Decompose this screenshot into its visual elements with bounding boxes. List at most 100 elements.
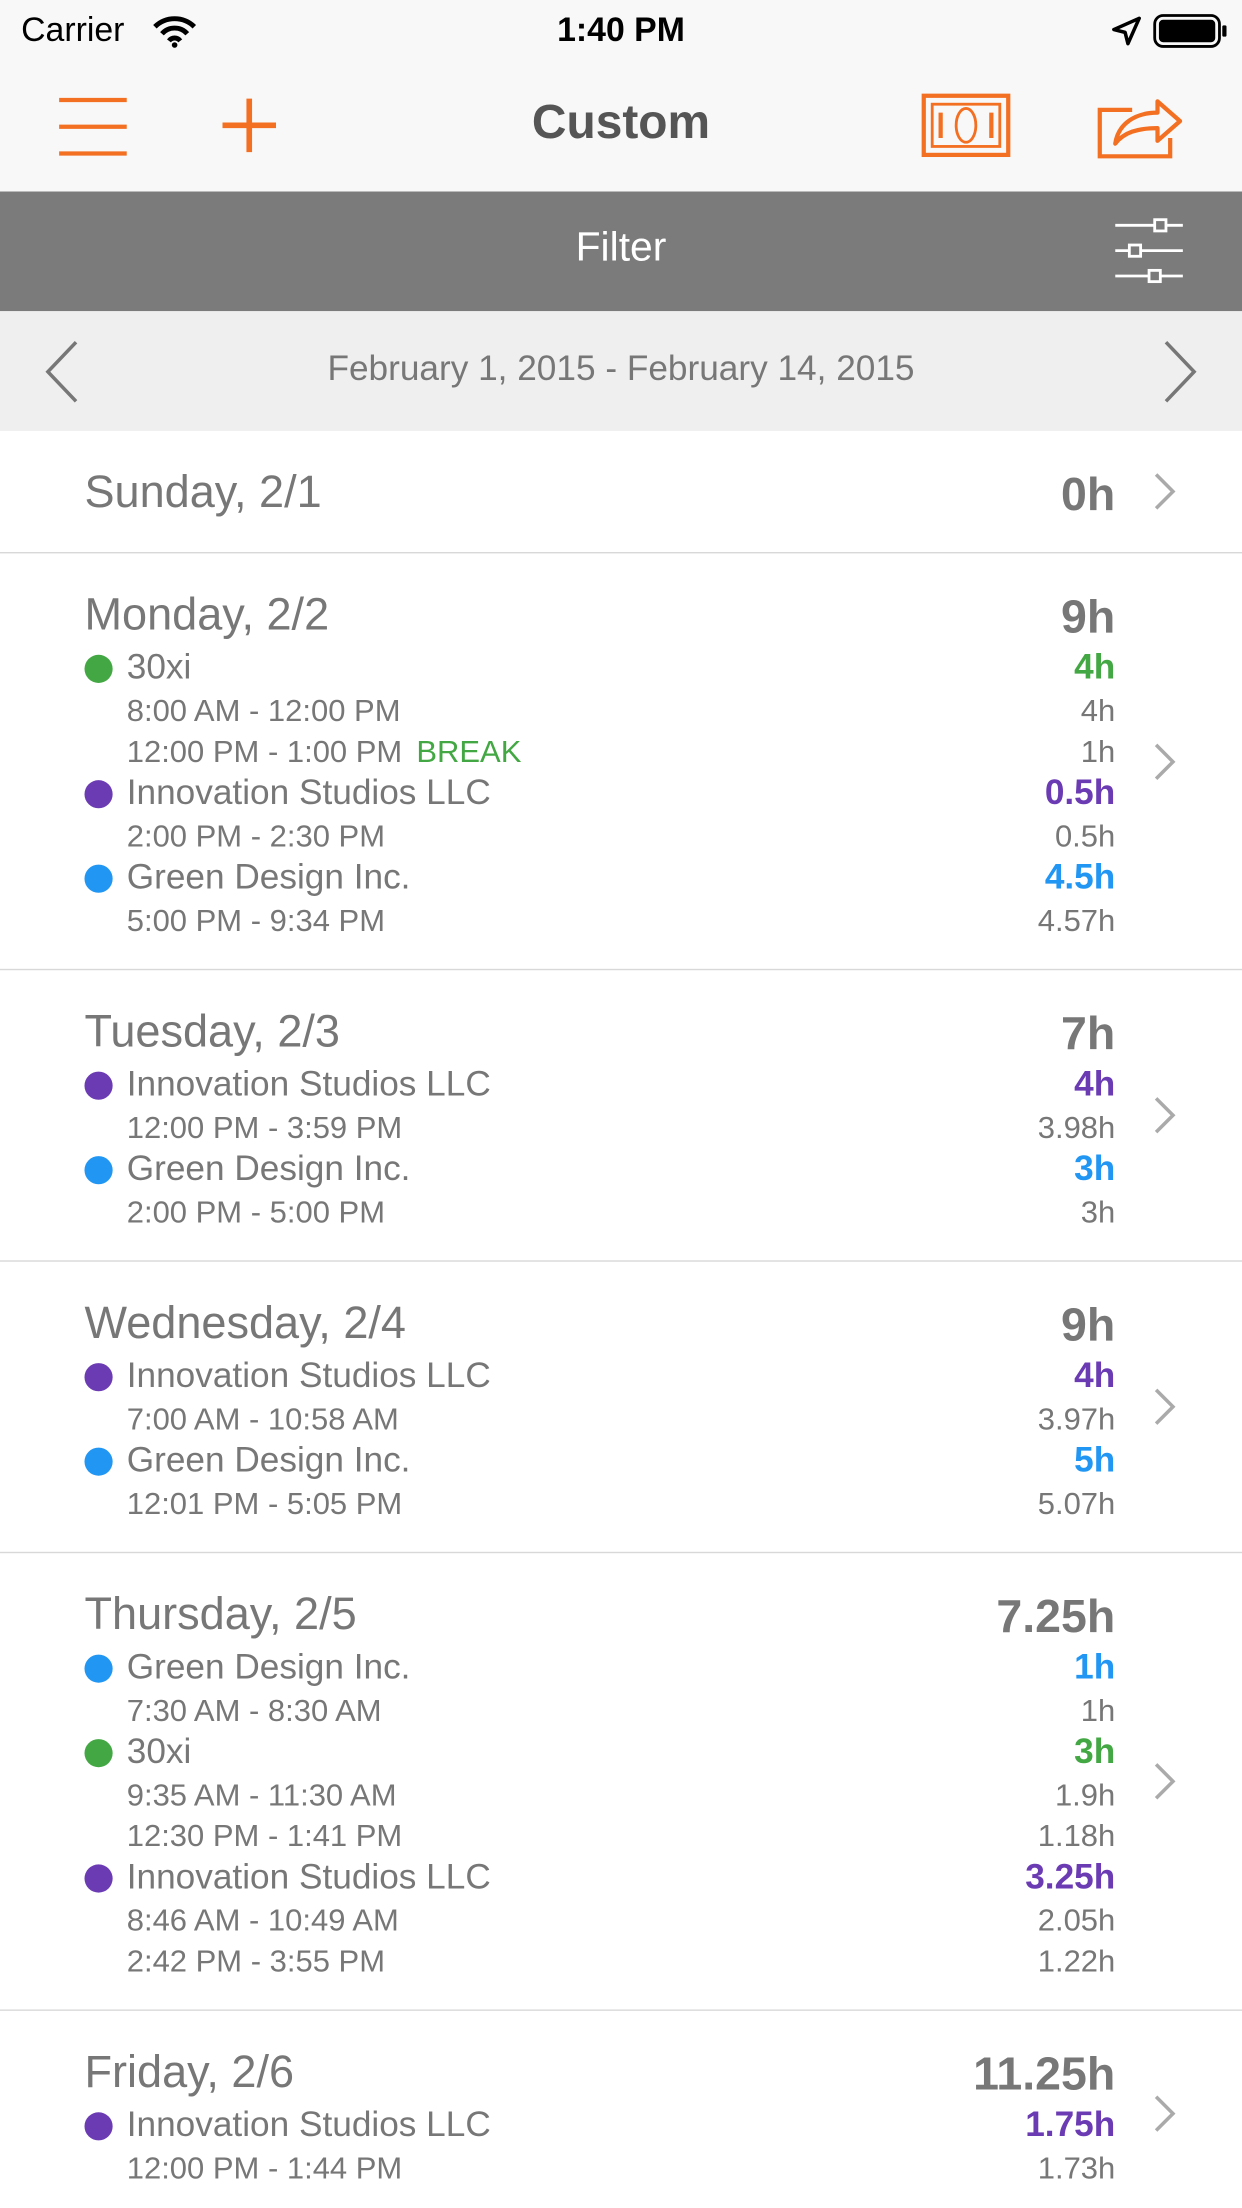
client-name: Green Design Inc. [126,1440,411,1480]
day-header: Friday, 2/6 11.25h [0,2039,1242,2104]
filter-icon[interactable] [1112,217,1185,287]
time-row: 12:00 PM - 1:00 PM BREAK 1h [0,731,1242,772]
time-range: 12:00 PM - 3:59 PM [126,1109,403,1145]
time-range-cell: 7:00 AM - 10:58 AM [127,1398,399,1439]
client-name: Innovation Studios LLC [126,1857,491,1897]
time-hours: 3h [1080,1194,1116,1230]
time-range: 7:00 AM - 10:58 AM [126,1401,399,1437]
time-row: 9:35 AM - 11:30 AM 1.9h [0,1774,1242,1815]
time-row: 8:46 AM - 10:49 AM 2.05h [0,1900,1242,1941]
status-bar: Carrier 1:40 PM [0,0,1242,62]
day-header: Sunday, 2/1 0h [0,459,1242,524]
location-icon [1112,16,1141,46]
time-range: 8:46 AM - 10:49 AM [126,1902,399,1938]
menu-button[interactable] [56,96,129,158]
client-dot [84,1071,113,1100]
time-hours: 3.97h [1037,1401,1116,1437]
client-row: Innovation Studios LLC 0.5h [0,772,1242,816]
time-row: 8:00 AM - 12:00 PM 4h [0,690,1242,731]
time-range-cell: 2:00 PM - 2:30 PM [127,815,385,856]
time-hours: 5.07h [1037,1485,1116,1521]
day-header: Monday, 2/2 9h [0,582,1242,647]
time-row: 12:00 PM - 3:59 PM 3.98h [0,1107,1242,1148]
day-row[interactable]: Wednesday, 2/4 9h Innovation Studios LLC 4h… [0,1262,1242,1554]
day-label: Tuesday, 2/3 [84,1005,340,1057]
time-range: 9:35 AM - 11:30 AM [126,1777,397,1813]
client-row: Innovation Studios LLC 3.25h [0,1856,1242,1900]
client-hours: 0.5h [1044,773,1116,813]
add-button[interactable] [220,96,279,155]
day-row[interactable]: Thursday, 2/5 7.25h Green Design Inc. 1h 7:3… [0,1553,1242,2011]
time-range-cell: 12:00 PM - 1:44 PM [127,2147,403,2188]
money-button[interactable] [921,93,1011,158]
client-hours: 3h [1074,1149,1116,1189]
client-hours: 4h [1074,1064,1116,1104]
previous-button[interactable] [42,339,84,404]
client-hours: 4h [1074,647,1116,688]
time-row: 5:00 PM - 9:34 PM 4.57h [0,900,1242,941]
client-row: Innovation Studios LLC 4h [0,1355,1242,1399]
time-range-cell: 5:00 PM - 9:34 PM [127,900,385,941]
day-row[interactable]: Sunday, 2/1 0h [0,431,1242,554]
day-total: 9h [1061,590,1116,643]
time-range-cell: 12:00 PM - 3:59 PM [127,1107,403,1148]
client-dot [84,654,113,683]
client-row: Innovation Studios LLC 1.75h [0,2104,1242,2148]
filter-bar[interactable]: Filter [0,191,1242,312]
nav-title: Custom [531,95,711,150]
client-dot [84,1363,113,1392]
time-hours: 1.73h [1037,2150,1116,2186]
client-dot [84,1156,113,1185]
day-label: Wednesday, 2/4 [84,1296,406,1348]
client-hours: 5h [1074,1440,1116,1480]
day-row[interactable]: Friday, 2/6 11.25h Innovation Studios LLC 1… [0,2011,1242,2208]
time-row: 12:30 PM - 1:41 PM 1.18h [0,1815,1242,1856]
client-hours: 4h [1074,1356,1116,1396]
day-row[interactable]: Monday, 2/2 9h 30xi 4h 8:00 AM - 12:00 PM 4h 1… [0,553,1242,971]
client-hours: 4.5h [1044,857,1116,897]
client-row: Innovation Studios LLC 4h [0,1063,1242,1107]
client-hours: 3h [1074,1732,1116,1772]
time-range-cell: 8:00 AM - 12:00 PM [127,690,401,731]
time-row: 7:30 AM - 8:30 AM 1h [0,1690,1242,1731]
client-name: Innovation Studios LLC [126,2105,491,2145]
time-range-cell: 2:42 PM - 3:55 PM [127,1940,385,1981]
date-range-bar: February 1, 2015 - February 14, 2015 [0,311,1242,431]
time-hours: 1.18h [1037,1817,1116,1854]
time-hours: 1h [1080,1692,1116,1728]
time-hours: 2.05h [1037,1902,1116,1938]
time-row: 12:01 PM - 5:05 PM 5.07h [0,1483,1242,1524]
client-hours: 1.75h [1025,2105,1116,2145]
client-dot [84,1864,113,1893]
time-range: 12:30 PM - 1:41 PM [126,1817,403,1854]
day-total: 0h [1061,467,1116,520]
battery-icon [1153,14,1227,48]
client-row: Green Design Inc. 3h [0,1148,1242,1192]
time-row: 2:42 PM - 3:55 PM 1.22h [0,1940,1242,1981]
day-total: 9h [1061,1298,1116,1351]
date-range: February 1, 2015 - February 14, 2015 [327,349,915,389]
time-row: 2:00 PM - 2:30 PM 0.5h [0,815,1242,856]
chevron [1154,473,1176,510]
share-button[interactable] [1096,90,1186,160]
client-row: Green Design Inc. 4.5h [0,856,1242,900]
client-row: 30xi 3h [0,1731,1242,1775]
client-dot [84,780,113,809]
time-range: 12:01 PM - 5:05 PM [126,1485,403,1521]
next-button[interactable] [1158,339,1200,404]
time-hours: 1h [1080,733,1116,769]
client-name: Green Design Inc. [126,1647,411,1687]
client-dot [84,1654,113,1683]
client-row: Green Design Inc. 5h [0,1439,1242,1483]
time-range-cell: 12:01 PM - 5:05 PM [127,1483,403,1524]
day-row[interactable]: Tuesday, 2/3 7h Innovation Studios LLC 4h 12… [0,970,1242,1262]
client-dot [84,1739,113,1768]
time-hours: 1.9h [1054,1777,1116,1813]
chevron [1154,1388,1176,1425]
day-total: 11.25h [973,2047,1116,2100]
client-name: Innovation Studios LLC [126,773,491,813]
time-range-cell: 2:00 PM - 5:00 PM [127,1191,385,1232]
chevron [1154,1763,1176,1800]
